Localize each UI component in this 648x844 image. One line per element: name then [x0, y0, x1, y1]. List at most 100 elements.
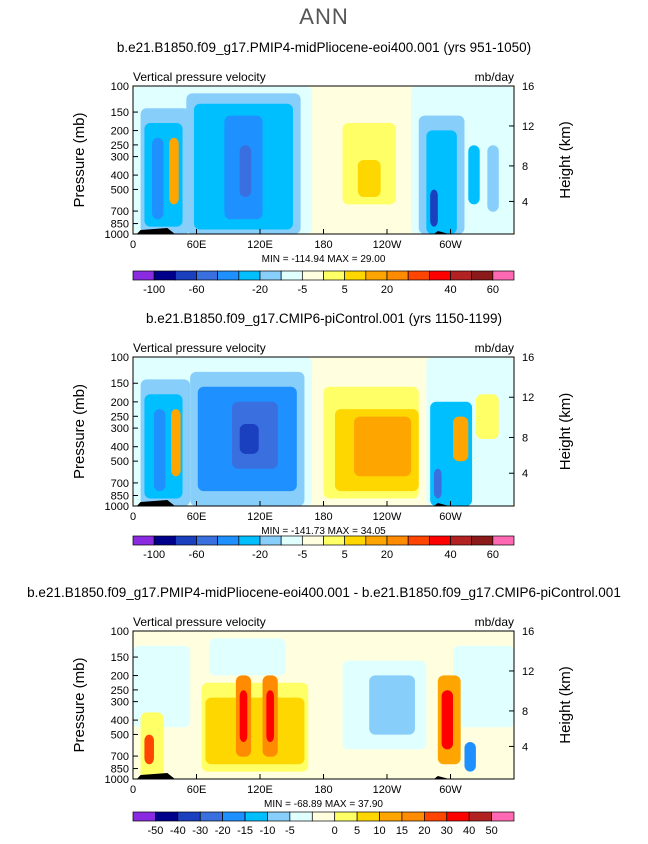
y-tick-label: 100	[111, 352, 129, 364]
y-tick-label: 400	[111, 170, 129, 182]
colorbar-swatch	[491, 811, 515, 822]
x-tick-label: 0	[130, 784, 136, 796]
panel-1: Vertical pressure velocity mb/day 0 60E 120E…	[71, 70, 574, 296]
y2-tick-label: 16	[522, 626, 534, 638]
min-max-stats: MIN = -141.73 MAX = 34.05	[261, 526, 386, 537]
colorbar-swatch	[323, 535, 346, 546]
x-tick-label: 120W	[373, 239, 402, 251]
x-tick-label: 120E	[247, 511, 273, 523]
colorbar-swatch	[365, 270, 388, 281]
colorbar-swatch	[301, 535, 324, 546]
y2-tick-label: 12	[522, 392, 534, 404]
y-tick-label: 700	[111, 206, 129, 218]
colorbar-label: 20	[418, 825, 430, 837]
colorbar-swatch	[386, 535, 409, 546]
contour-fill	[441, 690, 454, 750]
colorbar-swatch	[153, 535, 176, 546]
contour-fill	[209, 638, 286, 676]
colorbar-label: 20	[381, 549, 393, 561]
colorbar-label: -100	[143, 284, 165, 296]
contour-fill	[239, 690, 248, 742]
y2-tick-label: 4	[522, 196, 528, 208]
y-tick-label: 400	[111, 442, 129, 454]
units-label: mb/day	[475, 615, 514, 629]
colorbar-swatch	[379, 811, 403, 822]
panel-3: Vertical pressure velocity mb/day 0 60E 120E…	[71, 615, 574, 837]
y-tick-label: 250	[111, 411, 129, 423]
y-tick-label: 850	[111, 490, 129, 502]
y-tick-label: 250	[111, 140, 129, 152]
contour-fill	[133, 645, 191, 728]
y-tick-label: 500	[111, 729, 129, 741]
colorbar-swatch	[450, 270, 473, 281]
colorbar-swatch	[244, 811, 268, 822]
x-tick-label: 180	[314, 511, 332, 523]
colorbar-swatch	[174, 535, 197, 546]
colorbar-swatch	[471, 535, 494, 546]
y2-tick-label: 8	[522, 161, 528, 173]
x-tick-label: 60E	[187, 511, 207, 523]
y-axis-label: Pressure (mb)	[71, 384, 88, 479]
contour-fill	[453, 645, 514, 728]
y2-tick-label: 12	[522, 121, 534, 133]
colorbar-swatch	[132, 811, 156, 822]
colorbar-swatch	[386, 270, 409, 281]
variable-label: Vertical pressure velocity	[133, 615, 266, 629]
colorbar-swatch	[334, 811, 358, 822]
contour-fill	[468, 145, 480, 205]
y-tick-label: 1000	[105, 501, 129, 513]
y2-tick-label: 4	[522, 741, 528, 753]
colorbar-swatch	[177, 811, 201, 822]
colorbar-swatch	[259, 270, 282, 281]
colorbar-label: -100	[143, 549, 165, 561]
contour-fill	[453, 416, 469, 462]
variable-label: Vertical pressure velocity	[133, 341, 266, 355]
colorbar-label: 60	[487, 284, 499, 296]
colorbar-swatch	[428, 535, 451, 546]
y2-tick-label: 16	[522, 81, 534, 93]
colorbar-label: 40	[463, 825, 475, 837]
y2-axis-label: Height (km)	[557, 666, 574, 744]
colorbar-swatch	[344, 270, 367, 281]
colorbar-label: 5	[342, 549, 348, 561]
colorbar-label: 60	[487, 549, 499, 561]
terrain-mask	[433, 503, 450, 506]
colorbar-swatch	[289, 811, 313, 822]
terrain-mask	[433, 231, 450, 234]
colorbar-swatch	[407, 535, 430, 546]
colorbar-swatch	[196, 270, 219, 281]
panel-1-title: b.e21.B1850.f09_g17.PMIP4-midPliocene-eo…	[116, 40, 532, 55]
y2-axis-label: Height (km)	[557, 393, 574, 471]
panel-2: Vertical pressure velocity mb/day 0 60E 120E…	[71, 341, 574, 561]
units-label: mb/day	[475, 70, 514, 84]
y-tick-label: 200	[111, 671, 129, 683]
colorbar-label: 0	[332, 825, 338, 837]
y-tick-label: 150	[111, 378, 129, 390]
contour-fill	[357, 160, 381, 197]
terrain-mask	[136, 773, 175, 779]
panel-3-title: b.e21.B1850.f09_g17.PMIP4-midPliocene-eo…	[27, 585, 621, 600]
colorbar-swatch	[424, 811, 448, 822]
colorbar-label: -20	[252, 549, 268, 561]
x-tick-label: 0	[130, 239, 136, 251]
x-tick-label: 60E	[187, 239, 207, 251]
x-tick-label: 60W	[439, 511, 462, 523]
colorbar-label: 15	[396, 825, 408, 837]
colorbar-label: -60	[189, 549, 205, 561]
colorbar-swatch	[280, 270, 303, 281]
y-axis-label: Pressure (mb)	[71, 112, 88, 207]
x-tick-label: 120W	[373, 511, 402, 523]
terrain-mask	[433, 776, 450, 779]
y-tick-label: 500	[111, 456, 129, 468]
contour-fill	[464, 742, 476, 772]
x-tick-label: 0	[130, 511, 136, 523]
colorbar-swatch	[155, 811, 179, 822]
contour-fill	[239, 145, 252, 197]
y-tick-label: 700	[111, 478, 129, 490]
colorbar-label: 30	[441, 825, 453, 837]
colorbar-swatch	[238, 270, 261, 281]
x-tick-label: 60W	[439, 239, 462, 251]
figure-title: ANN	[299, 4, 349, 29]
colorbar-label: -5	[297, 549, 307, 561]
